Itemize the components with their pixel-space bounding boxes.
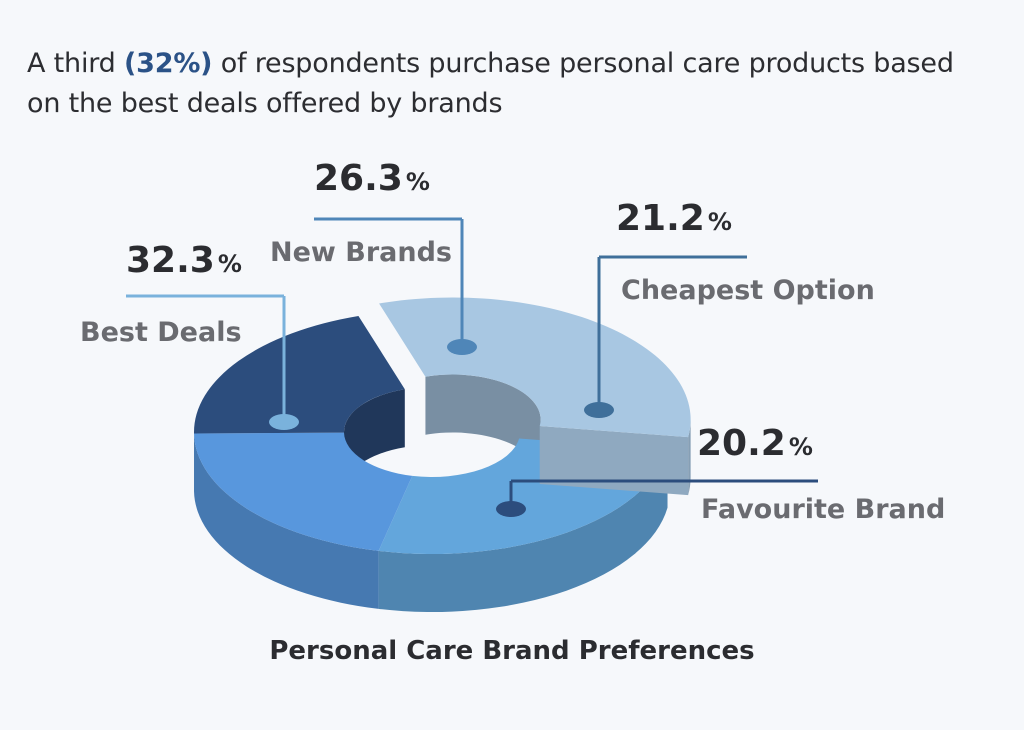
value-label-cheapest-option: 21.2% [616,198,732,239]
slice-wall [378,449,668,612]
slice-wall [194,433,379,609]
leader-dot-best-deals [269,414,299,430]
chart-headline: A third (32%) of respondents purchase pe… [27,44,987,124]
hole-wall [425,374,541,478]
headline-after: of respondents purchase personal care pr… [27,48,954,119]
slice-top [194,315,405,434]
slice-favourite-brand [194,315,405,492]
category-label-favourite-brand: Favourite Brand [701,494,945,525]
headline-before: A third [27,48,116,79]
slice-cheapest-option [194,432,413,609]
headline-highlight: (32%) [124,48,213,79]
slice-top [194,432,413,551]
value-label-best-deals: 32.3% [126,240,242,281]
leader-dot-new-brands [447,339,477,355]
value-label-favourite-brand: 20.2% [697,423,813,464]
category-label-new-brands: New Brands [270,237,452,268]
donut-slices [194,297,691,612]
donut-chart: 32.3 % Best Deals 26.3 % New Brands 21.2 % Cheap… [80,158,945,612]
chart-title: Personal Care Brand Preferences [269,636,755,666]
slice-best-deals [379,297,691,496]
leader-dot-cheapest-option [584,402,614,418]
slice-labels: 32.3 % Best Deals 26.3 % New Brands 21.2 % Cheap… [80,158,945,525]
category-label-cheapest-option: Cheapest Option [621,275,875,306]
value-label-new-brands: 26.3% [314,158,430,199]
slice-cut-face [539,426,689,496]
slice-wall [688,419,691,496]
leader-dot-favourite-brand [496,501,526,517]
slice-top [379,297,691,438]
hole-wall [344,389,405,490]
category-label-best-deals: Best Deals [80,317,242,348]
